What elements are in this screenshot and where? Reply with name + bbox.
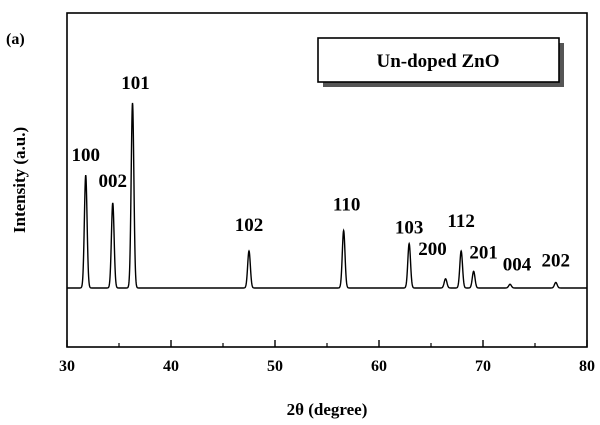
y-axis-label: Intensity (a.u.) [10, 127, 29, 233]
peak-label-200: 200 [418, 239, 447, 260]
legend: Un-doped ZnO [317, 37, 564, 87]
peak-label-101: 101 [121, 73, 150, 94]
peak-label-102: 102 [235, 215, 264, 236]
series-line-un-doped-zno [67, 102, 587, 289]
x-tick-label: 50 [267, 358, 283, 375]
x-tick-label: 60 [371, 358, 387, 375]
peak-label-002: 002 [99, 171, 128, 192]
x-tick-label: 80 [579, 358, 595, 375]
peak-label-112: 112 [447, 211, 474, 232]
peak-label-103: 103 [395, 218, 424, 239]
x-axis-label: 2θ (degree) [287, 400, 368, 419]
x-tick-label: 70 [475, 358, 491, 375]
peak-label-202: 202 [542, 250, 571, 271]
x-tick-label: 30 [59, 358, 75, 375]
legend-entry: Un-doped ZnO [376, 51, 499, 72]
peak-label-100: 100 [71, 145, 100, 166]
legend-box [317, 37, 560, 83]
x-tick-label: 40 [163, 358, 179, 375]
peak-label-110: 110 [333, 195, 360, 216]
peak-label-201: 201 [469, 242, 498, 263]
x-axis-ticks: 30 40 50 60 70 80 [59, 340, 595, 375]
peak-label-004: 004 [503, 254, 532, 275]
panel-label: (a) [6, 31, 25, 48]
